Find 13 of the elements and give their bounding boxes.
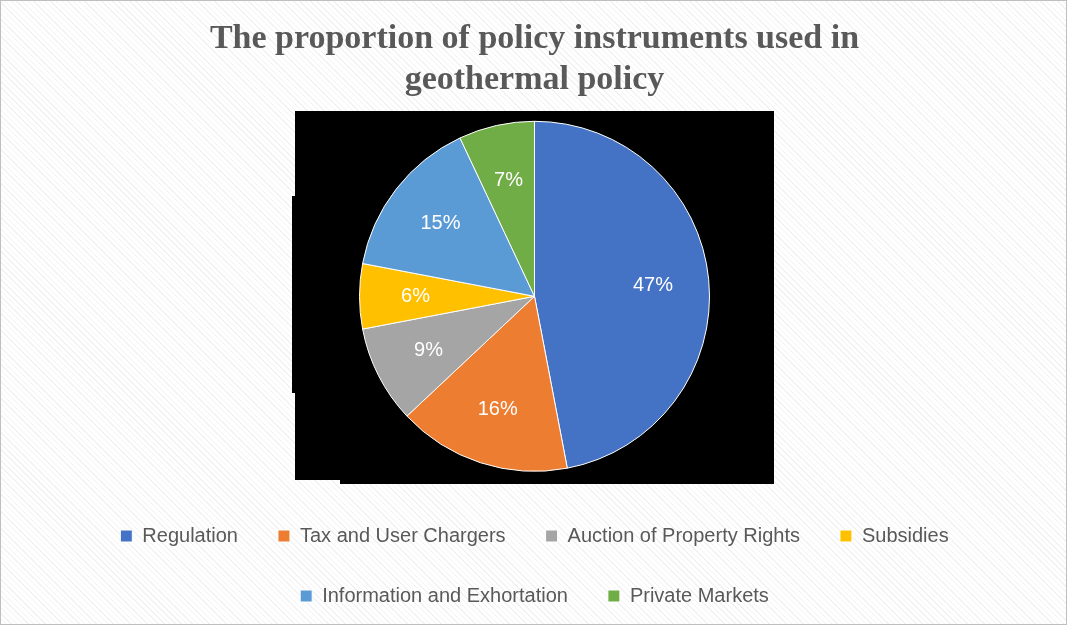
legend-label: Private Markets: [629, 583, 769, 606]
data-label: 6%: [401, 283, 431, 306]
chart-title: The proportion of policy instruments used in geothermal policy: [209, 18, 860, 96]
legend-label: Regulation: [142, 523, 238, 546]
data-label: 7%: [494, 167, 524, 190]
data-label: 47%: [632, 272, 674, 295]
legend-label: Tax and User Chargers: [299, 523, 506, 546]
legend-label: Auction of Property Rights: [567, 523, 800, 546]
data-label: 15%: [420, 210, 461, 233]
legend-label: Information and Exhortation: [322, 583, 568, 606]
data-label: 16%: [477, 396, 518, 419]
legend-label: Subsidies: [861, 523, 949, 546]
data-label: 9%: [414, 337, 444, 360]
